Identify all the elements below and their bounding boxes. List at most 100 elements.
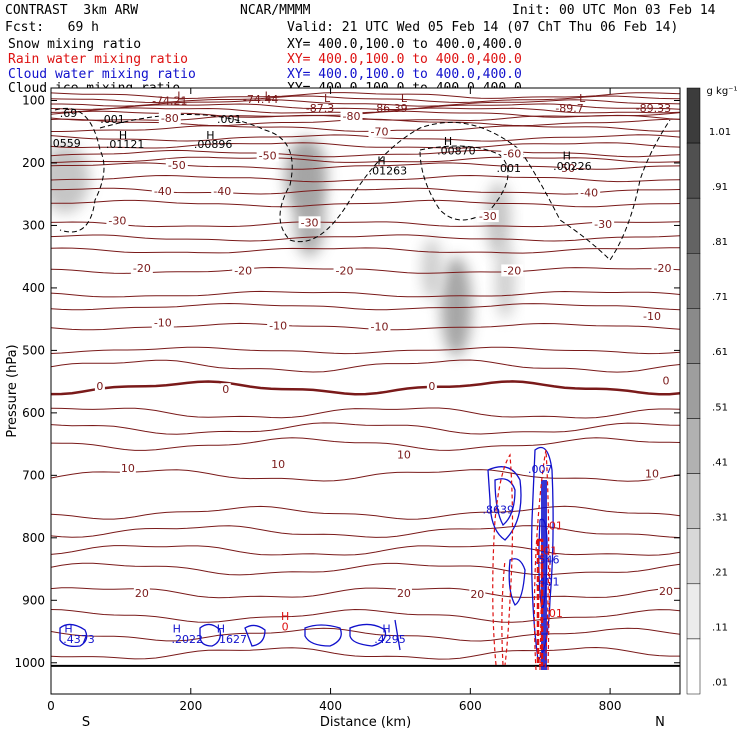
cloud-ice-contour-2 xyxy=(419,145,509,221)
field-xy-snow: XY= 400.0,100.0 to 400.0,400.0 xyxy=(287,37,522,52)
rain-water-contour-1 xyxy=(501,559,506,666)
temperature-contour-19 xyxy=(51,142,680,149)
temperature-contour-25 xyxy=(51,290,680,298)
temperature-contour-14 xyxy=(51,103,680,110)
temperature-label-bg-18 xyxy=(651,261,674,274)
extremum-label-32: H xyxy=(281,610,289,623)
temperature-label-bg-5 xyxy=(256,149,279,162)
x-end-label-south: S xyxy=(82,715,90,730)
temperature-label-bg-8 xyxy=(211,185,234,198)
temperature-label-bg-23 xyxy=(94,380,105,393)
temperature-contour-18 xyxy=(51,134,680,142)
extremum-label-14: .0559 xyxy=(49,137,81,150)
snow-blob-3 xyxy=(440,256,472,357)
y-tick-label-9: 1000 xyxy=(14,656,45,670)
extremum-label-11: .69 xyxy=(60,107,78,120)
extremum-label-24: H xyxy=(563,149,571,162)
temperature-label-32: 20 xyxy=(397,587,411,600)
temperature-label-bg-1 xyxy=(340,110,363,123)
extremum-label-10: L xyxy=(579,92,586,105)
center-title: NCAR/MMMM xyxy=(240,3,311,18)
temperature-contour-31 xyxy=(51,437,680,451)
extremum-label-26: H xyxy=(64,622,72,635)
colorbar: 1.01 .91 .81 .71 .61 .51 .41 .31 .21 .11 .01 g kg⁻¹ xyxy=(686,86,737,695)
colorbar-label-5: .51 xyxy=(712,402,728,413)
extremum-label-5: -89.33 xyxy=(636,102,671,115)
temperature-label-bg-0 xyxy=(158,111,181,124)
extremum-label-31: .1627 xyxy=(216,633,248,646)
cloud-water-contour-4 xyxy=(349,623,387,647)
plot-area xyxy=(51,88,680,694)
temperature-contour-15 xyxy=(51,107,680,114)
extremum-label-18: .00896 xyxy=(194,138,233,151)
field-name-snow: Snow mixing ratio xyxy=(8,37,142,52)
temperature-contour-10 xyxy=(51,587,680,599)
temperature-contour-21 xyxy=(51,174,680,183)
extremum-label-17: H xyxy=(206,129,214,142)
temperature-contour-30 xyxy=(51,422,680,435)
contour-labels: -80 -80 -70 -60 -50 -50 50 -40 -40 -40 -30 -30 -30 -3… xyxy=(49,89,675,646)
extremum-label-42: .01 xyxy=(545,607,563,620)
temperature-contour-27 xyxy=(51,346,680,355)
temperature-label-bg-24 xyxy=(220,383,231,396)
x-tick-label-4: 800 xyxy=(599,699,622,713)
colorbar-segment-1 xyxy=(686,142,701,199)
colorbar-label-10: .01 xyxy=(712,678,728,689)
temperature-label-bg-2 xyxy=(368,125,391,138)
colorbar-segment-4 xyxy=(686,308,701,364)
temperature-label-33: 20 xyxy=(659,585,673,598)
extremum-label-38: .01 xyxy=(545,519,563,532)
extremum-label-21: H xyxy=(377,154,385,167)
extremum-label-3: -86.39 xyxy=(372,102,407,115)
model-title: CONTRAST 3km ARW xyxy=(5,3,139,18)
temperature-label-bg-17 xyxy=(501,264,524,277)
temperature-label-bg-3 xyxy=(501,147,524,160)
extremum-label-4: -89.7 xyxy=(555,102,583,115)
temperature-label-bg-13 xyxy=(476,210,499,223)
y-tick-label-5: 600 xyxy=(22,406,45,420)
plot-frame xyxy=(50,87,681,695)
field-name-cloudwater: Cloud water mixing ratio xyxy=(8,67,196,82)
temperature-label-bg-28 xyxy=(270,458,287,471)
temperature-contour-16 xyxy=(51,110,680,118)
field-xy-rain: XY= 400.0,100.0 to 400.0,400.0 xyxy=(287,52,522,67)
temperature-contour-13 xyxy=(51,99,680,107)
temperature-label-bg-30 xyxy=(644,467,661,480)
extremum-label-40: .546 xyxy=(535,554,560,567)
temperature-label-5: -50 xyxy=(259,149,277,162)
temperature-label-31: 20 xyxy=(135,587,149,600)
temperature-label-bg-33 xyxy=(658,584,675,597)
temperature-label-bg-6 xyxy=(560,161,577,174)
y-tick-label-1: 200 xyxy=(22,156,45,170)
temperature-contour-11 xyxy=(51,92,680,100)
x-axis-label: Distance (km) xyxy=(320,715,411,730)
cloud-water-contour-0 xyxy=(59,623,88,648)
cloud-water-contour-2 xyxy=(244,624,266,647)
cloud-water-contours xyxy=(59,446,554,670)
temperature-label-11: -30 xyxy=(301,216,319,229)
extremum-label-22: .01263 xyxy=(369,164,408,177)
field-name-rain: Rain water mixing ratio xyxy=(8,52,189,67)
extremum-label-1: -74.44 xyxy=(243,93,278,106)
temperature-label-6: 50 xyxy=(561,162,575,175)
temperature-label-8: -40 xyxy=(213,185,231,198)
colorbar-label-1: .91 xyxy=(712,182,728,193)
temperature-label-34: 20 xyxy=(470,588,484,601)
colorbar-label-9: .11 xyxy=(712,623,728,634)
temperature-contour-5 xyxy=(51,221,680,228)
y-tick-label-6: 700 xyxy=(22,468,45,482)
temperature-label-2: -70 xyxy=(370,126,388,139)
x-tick-label-1: 200 xyxy=(179,699,202,713)
temperature-label-18: -20 xyxy=(654,262,672,275)
temperature-contour-38 xyxy=(51,646,680,660)
temperature-label-bg-29 xyxy=(395,448,412,461)
cloud-water-contour-6 xyxy=(487,466,522,541)
extremum-label-23: .001 xyxy=(497,162,522,175)
temperature-label-bg-10 xyxy=(106,214,129,227)
temperature-label-bg-12 xyxy=(592,218,615,231)
temperature-label-bg-19 xyxy=(151,316,174,329)
temperature-label-bg-26 xyxy=(661,374,672,387)
temperature-label-30: 10 xyxy=(645,467,659,480)
temperature-label-28: 10 xyxy=(271,458,285,471)
cloud-ice-contours xyxy=(54,108,671,261)
